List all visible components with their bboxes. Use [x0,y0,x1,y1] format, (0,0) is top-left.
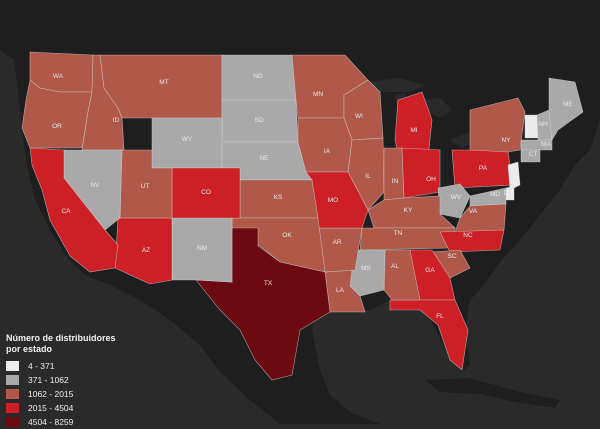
legend-swatch-1 [6,361,19,371]
legend-row-2: 371 - 1062 [6,373,156,387]
state-oh[interactable] [401,147,441,199]
state-label-wa: WA [53,73,64,80]
state-label-mt: MT [159,79,168,86]
state-label-sc: SC [447,253,456,260]
state-label-in: IN [392,178,399,185]
state-label-ms: MS [361,265,371,272]
state-label-tx: TX [264,280,273,287]
state-label-va: VA [469,208,478,215]
state-nc[interactable] [439,229,505,253]
state-fl[interactable] [389,299,469,371]
state-il[interactable] [347,137,385,211]
state-label-vt: VT [527,122,535,129]
state-label-co: CO [201,189,211,196]
state-label-ia: IA [324,148,331,155]
state-wa[interactable] [29,51,94,93]
legend-row-5: 4504 - 8259 [6,415,156,429]
state-label-oh: OH [426,176,436,183]
legend-row-1: 4 - 371 [6,359,156,373]
state-label-wv: WV [451,194,462,201]
state-ca[interactable] [29,147,119,273]
state-label-de: DE [503,190,513,197]
state-label-fl: FL [436,313,444,320]
state-label-nv: NV [90,182,100,189]
state-ar[interactable] [317,227,363,273]
state-label-il: IL [365,173,371,180]
state-tn[interactable] [359,227,456,251]
legend-row-3: 1062 - 2015 [6,387,156,401]
state-label-nj: NJ [510,171,518,178]
legend-title: Número de distribuidores por estado [6,333,156,355]
state-ma[interactable] [520,139,553,151]
state-label-id: ID [113,117,120,124]
state-label-ks: KS [274,194,283,201]
state-label-nh: NH [538,121,548,128]
legend-label-3: 1062 - 2015 [28,389,74,399]
state-label-ca: CA [61,208,71,215]
state-tx[interactable] [195,227,331,381]
state-label-wy: WY [182,136,193,143]
legend-label-2: 371 - 1062 [28,375,69,385]
state-label-mn: MN [313,91,323,98]
legend-row-4: 2015 - 4504 [6,401,156,415]
state-label-ne: NE [259,155,269,162]
state-label-ny: NY [501,137,511,144]
state-label-pa: PA [479,165,488,172]
state-label-tn: TN [394,230,403,237]
legend-label-1: 4 - 371 [28,361,55,371]
legend-swatch-2 [6,375,19,385]
state-label-ut: UT [141,183,150,190]
state-ct[interactable] [520,149,541,163]
state-label-ct: CT [529,151,538,158]
legend-label-4: 2015 - 4504 [28,403,74,413]
legend-swatch-3 [6,389,19,399]
state-label-la: LA [336,287,345,294]
state-label-sd: SD [254,117,263,124]
state-va[interactable] [454,203,507,233]
state-label-mi: MI [410,127,417,134]
state-ia[interactable] [297,117,353,173]
state-label-al: AL [391,263,399,270]
cuba [425,378,560,408]
state-labels-layer: WA OR ID MT ND SD WY NE MN WI MI IA IL IN OH PA NY VT NH ME… [52,73,573,320]
state-label-az: AZ [142,247,150,254]
legend-label-5: 4504 - 8259 [28,417,74,427]
state-label-ga: GA [425,267,435,274]
legend-title-line2: por estado [6,344,53,354]
legend-title-line1: Número de distribuidores [6,333,116,343]
legend-swatch-5 [6,417,19,427]
state-label-mo: MO [328,197,338,204]
state-ny[interactable] [469,97,526,153]
state-mt[interactable] [99,54,223,119]
state-in[interactable] [383,147,405,201]
state-label-ma: MA [541,141,551,148]
state-label-me: ME [563,101,573,108]
legend-swatch-4 [6,403,19,413]
state-label-nd: ND [253,73,263,80]
states-layer [21,51,584,381]
state-label-ar: AR [332,239,341,246]
state-label-nc: NC [463,232,473,239]
state-label-nm: NM [197,245,207,252]
state-wy[interactable] [151,117,223,169]
state-nj[interactable] [507,161,521,191]
state-me[interactable] [548,77,584,141]
state-label-ok: OK [282,232,292,239]
state-label-or: OR [52,123,62,130]
state-label-wi: WI [355,113,363,120]
state-label-md: MD [490,191,500,198]
state-label-ky: KY [404,207,413,214]
map-legend: Número de distribuidores por estado 4 - … [6,333,156,429]
